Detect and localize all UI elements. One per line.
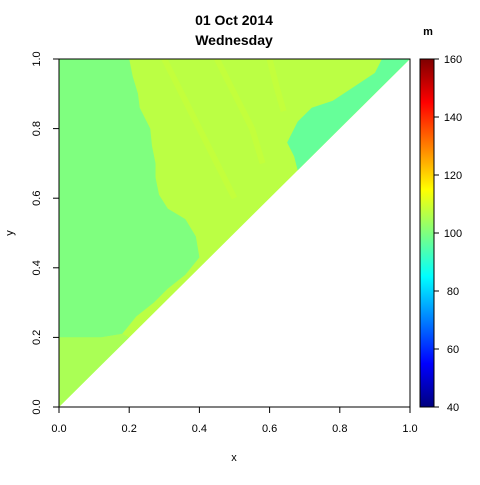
colorbar-axis: 40 60 80 100 120 140 160 [434, 54, 462, 414]
region-contour-2 [266, 59, 287, 113]
plot-frame [58, 58, 411, 408]
colorbar-tick-label: 140 [444, 112, 462, 124]
y-tick-label: 1.0 [31, 51, 43, 66]
y-tick-label: 0.2 [31, 330, 43, 345]
y-axis-label: y [4, 230, 16, 236]
region-contour-0 [161, 59, 238, 200]
chart-subtitle: Wednesday [195, 32, 273, 48]
region-contour-1 [214, 59, 266, 165]
x-tick-label: 0.0 [51, 423, 66, 435]
region-upper-right-edge [287, 59, 410, 171]
y-tick-label: 0.8 [31, 121, 43, 136]
y-axis: 0.0 0.2 0.4 0.6 0.8 1.0 [31, 51, 59, 415]
y-tick-label: 0.4 [31, 260, 43, 275]
colorbar-tick-label: 160 [444, 54, 462, 66]
colorbar-tick-label: 100 [444, 228, 462, 240]
x-tick-label: 1.0 [402, 423, 417, 435]
x-tick-label: 0.4 [192, 423, 207, 435]
colorbar-tick-label: 120 [444, 170, 462, 182]
chart-title: 01 Oct 2014 [195, 12, 273, 28]
region-left-band [59, 59, 200, 338]
region-lower-left-corner [59, 333, 130, 407]
y-tick-label: 0.6 [31, 191, 43, 206]
colorbar-unit-label: m [423, 26, 433, 38]
x-axis: 0.0 0.2 0.4 0.6 0.8 1.0 [51, 407, 418, 435]
heatmap-field [59, 59, 410, 407]
colorbar-tick-label: 60 [447, 344, 459, 356]
colorbar-tick-label: 80 [447, 286, 459, 298]
y-tick-label: 0.0 [31, 399, 43, 414]
x-tick-label: 0.8 [332, 423, 347, 435]
x-tick-label: 0.2 [122, 423, 137, 435]
colorbar [419, 58, 435, 408]
x-axis-label: x [231, 452, 237, 464]
colorbar-tick-label: 40 [447, 402, 459, 414]
x-tick-label: 0.6 [262, 423, 277, 435]
